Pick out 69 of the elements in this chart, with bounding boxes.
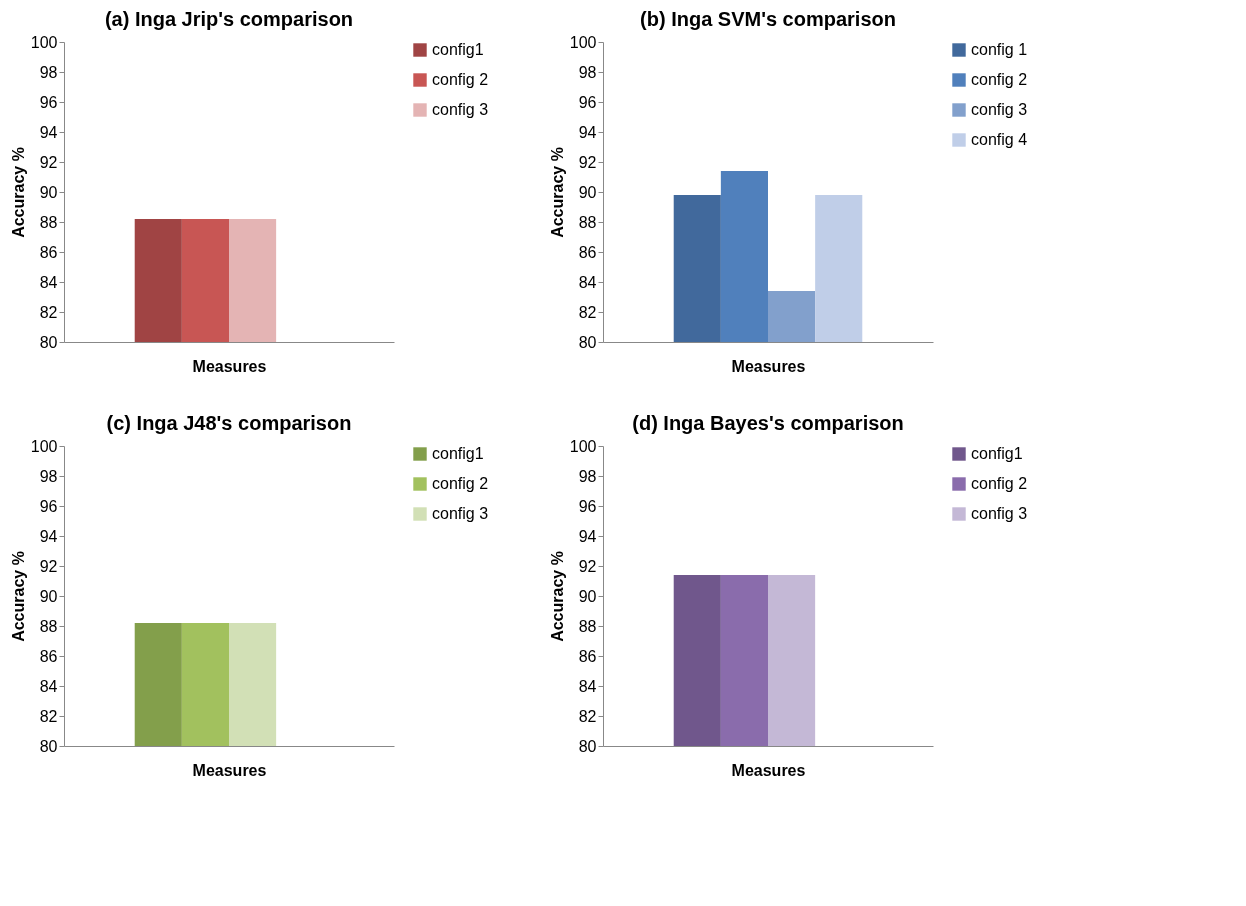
y-tick-label: 92	[578, 557, 597, 575]
legend-label: config 3	[971, 101, 1028, 118]
legend-label: config 4	[971, 131, 1028, 148]
y-tick-label: 100	[30, 33, 58, 51]
y-tick-label: 84	[578, 273, 597, 291]
legend-label: config 3	[432, 505, 489, 522]
y-tick-label: 90	[578, 183, 597, 201]
y-tick-label: 82	[578, 707, 597, 725]
y-axis-title: Accuracy %	[9, 551, 27, 642]
y-tick-label: 90	[39, 183, 58, 201]
x-axis-title: Measures	[192, 761, 267, 779]
y-tick-label: 100	[569, 33, 597, 51]
y-tick-label: 92	[39, 557, 58, 575]
y-tick-label: 100	[30, 437, 58, 455]
y-tick-label: 82	[39, 707, 58, 725]
y-tick-label: 98	[39, 467, 58, 485]
y-tick-label: 92	[39, 153, 58, 171]
y-tick-label: 82	[39, 303, 58, 321]
chart-title: (d) Inga Bayes's comparison	[632, 412, 904, 434]
y-tick-label: 84	[578, 677, 597, 695]
y-tick-label: 96	[578, 93, 597, 111]
y-tick-label: 94	[578, 123, 597, 141]
y-tick-label: 80	[39, 333, 58, 351]
y-tick-label: 94	[39, 123, 58, 141]
legend-label: config1	[432, 445, 484, 462]
legend-label: config 1	[971, 41, 1028, 58]
y-tick-label: 98	[578, 63, 597, 81]
y-axis-title: Accuracy %	[548, 551, 566, 642]
y-tick-label: 86	[39, 243, 58, 261]
legend-label: config 3	[971, 505, 1028, 522]
y-tick-label: 96	[39, 497, 58, 515]
y-tick-label: 88	[39, 617, 58, 635]
y-tick-label: 80	[578, 737, 597, 755]
y-tick-label: 88	[578, 213, 597, 231]
y-tick-label: 86	[578, 243, 597, 261]
chart-title: (a) Inga Jrip's comparison	[104, 8, 354, 30]
y-tick-label: 84	[39, 273, 58, 291]
y-tick-label: 86	[39, 647, 58, 665]
y-tick-label: 86	[578, 647, 597, 665]
chart-title: (c) Inga J48's comparison	[106, 412, 352, 434]
y-tick-label: 96	[39, 93, 58, 111]
legend-label: config 2	[971, 71, 1028, 88]
x-axis-title: Measures	[192, 357, 267, 375]
y-tick-label: 98	[578, 467, 597, 485]
x-axis-title: Measures	[731, 761, 806, 779]
y-tick-label: 80	[578, 333, 597, 351]
y-tick-label: 88	[39, 213, 58, 231]
legend-label: config1	[971, 445, 1023, 462]
y-tick-label: 94	[39, 527, 58, 545]
legend-label: config 2	[432, 71, 489, 88]
y-tick-label: 90	[578, 587, 597, 605]
legend-label: config 2	[432, 475, 489, 492]
y-tick-label: 82	[578, 303, 597, 321]
legend-label: config 2	[971, 475, 1028, 492]
y-tick-label: 96	[578, 497, 597, 515]
y-tick-label: 84	[39, 677, 58, 695]
y-tick-label: 98	[39, 63, 58, 81]
x-axis-title: Measures	[731, 357, 806, 375]
y-tick-label: 88	[578, 617, 597, 635]
legend-label: config1	[432, 41, 484, 58]
y-tick-label: 90	[39, 587, 58, 605]
legend-label: config 3	[432, 101, 489, 118]
y-axis-title: Accuracy %	[548, 147, 566, 238]
y-axis-title: Accuracy %	[9, 147, 27, 238]
y-tick-label: 100	[569, 437, 597, 455]
y-tick-label: 92	[578, 153, 597, 171]
y-tick-label: 94	[578, 527, 597, 545]
chart-title: (b) Inga SVM's comparison	[640, 8, 896, 30]
y-tick-label: 80	[39, 737, 58, 755]
